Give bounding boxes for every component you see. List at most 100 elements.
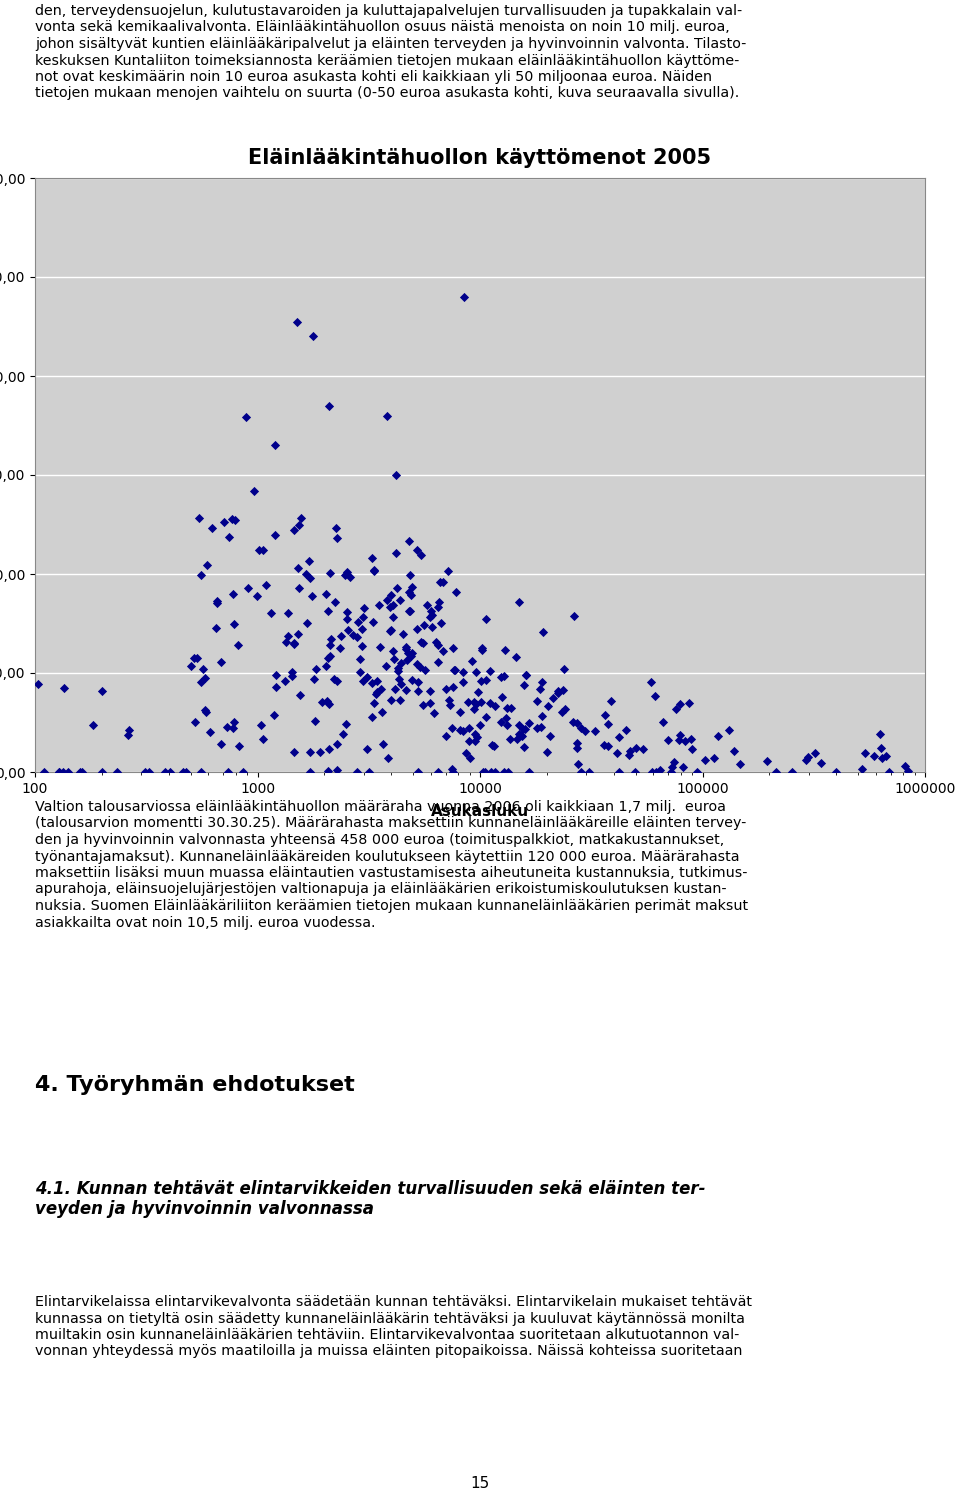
Point bbox=[439, 676, 454, 700]
Point bbox=[388, 676, 403, 700]
Point bbox=[319, 655, 334, 679]
Point bbox=[612, 761, 627, 785]
Point bbox=[413, 629, 428, 653]
Point bbox=[622, 742, 637, 767]
Point bbox=[403, 582, 419, 607]
Point bbox=[31, 673, 46, 697]
Point bbox=[430, 761, 445, 785]
Point bbox=[455, 659, 470, 684]
Point bbox=[446, 658, 462, 682]
Point bbox=[488, 761, 503, 785]
Point bbox=[452, 718, 468, 742]
Point bbox=[263, 601, 278, 625]
Point bbox=[231, 733, 247, 758]
Point bbox=[474, 637, 490, 661]
Point bbox=[382, 595, 397, 619]
Point bbox=[291, 576, 306, 601]
Point bbox=[472, 712, 488, 736]
Point bbox=[555, 700, 570, 724]
Point bbox=[529, 715, 544, 739]
Point bbox=[456, 718, 471, 742]
Point bbox=[569, 711, 585, 735]
Point bbox=[400, 641, 416, 665]
Point bbox=[393, 688, 408, 712]
Point bbox=[204, 516, 220, 540]
Point bbox=[672, 723, 687, 747]
Point bbox=[195, 656, 210, 681]
Point bbox=[364, 705, 379, 729]
Point bbox=[369, 681, 384, 705]
Point bbox=[496, 664, 512, 688]
Point bbox=[306, 667, 322, 691]
Point bbox=[362, 761, 377, 785]
Point bbox=[268, 662, 283, 687]
Point bbox=[340, 560, 355, 584]
Point bbox=[482, 691, 497, 715]
Point bbox=[335, 723, 350, 747]
Point bbox=[721, 718, 736, 742]
Point bbox=[470, 679, 486, 703]
Point bbox=[209, 589, 225, 613]
Point bbox=[461, 729, 476, 753]
Point bbox=[373, 678, 389, 702]
Point bbox=[828, 761, 844, 785]
Point bbox=[428, 629, 444, 653]
Point bbox=[307, 709, 323, 733]
Point bbox=[622, 738, 637, 762]
Point bbox=[374, 700, 390, 724]
Text: vonta sekä kemikaalivalvonta. Eläinlääkintähuollon osuus näistä menoista on noin: vonta sekä kemikaalivalvonta. Eläinlääki… bbox=[35, 21, 730, 35]
Point bbox=[328, 516, 344, 540]
Point bbox=[386, 647, 401, 672]
Point bbox=[635, 736, 650, 761]
Point bbox=[343, 564, 358, 589]
Point bbox=[596, 733, 612, 758]
Point bbox=[286, 631, 301, 655]
Point bbox=[542, 724, 558, 748]
Point bbox=[386, 593, 401, 617]
Point bbox=[468, 721, 483, 745]
Point bbox=[56, 761, 71, 785]
Point bbox=[444, 758, 459, 782]
Point bbox=[292, 682, 307, 706]
Point bbox=[399, 647, 415, 672]
Point bbox=[179, 761, 194, 785]
Point bbox=[186, 646, 202, 670]
Point bbox=[468, 661, 484, 685]
Point bbox=[460, 690, 475, 714]
Point bbox=[473, 668, 489, 693]
Point bbox=[732, 751, 748, 776]
Point bbox=[881, 759, 897, 783]
Point bbox=[222, 525, 237, 549]
Point bbox=[183, 655, 199, 679]
Point bbox=[157, 761, 173, 785]
Point bbox=[655, 709, 670, 733]
Point bbox=[329, 668, 345, 693]
Point bbox=[457, 285, 472, 309]
Text: muiltakin osin kunnaneläinlääkärien tehtäviin. Elintarvikevalvontaa suoritetaan : muiltakin osin kunnaneläinlääkärien teht… bbox=[35, 1328, 739, 1342]
Point bbox=[420, 593, 435, 617]
Point bbox=[628, 736, 643, 761]
Point bbox=[410, 679, 425, 703]
Point bbox=[189, 646, 204, 670]
Point bbox=[535, 703, 550, 727]
Text: den, terveydensuojelun, kulutustavaroiden ja kuluttajapalvelujen turvallisuuden : den, terveydensuojelun, kulutustavaroide… bbox=[35, 5, 742, 18]
Point bbox=[566, 604, 582, 628]
Point bbox=[448, 579, 464, 604]
Point bbox=[192, 506, 207, 530]
Point bbox=[321, 646, 336, 670]
Point bbox=[483, 659, 498, 684]
Point bbox=[52, 761, 67, 785]
Point bbox=[498, 706, 514, 730]
Point bbox=[404, 575, 420, 599]
Point bbox=[121, 718, 136, 742]
Point bbox=[510, 727, 525, 751]
Text: kunnassa on tietyltä osin säädetty kunnaneläinlääkärin tehtäväksi ja kuuluvat kä: kunnassa on tietyltä osin säädetty kunna… bbox=[35, 1311, 745, 1325]
Point bbox=[565, 709, 581, 733]
Point bbox=[301, 549, 317, 573]
Point bbox=[193, 759, 208, 783]
Text: veyden ja hyvinvoinnin valvonnassa: veyden ja hyvinvoinnin valvonnassa bbox=[35, 1200, 374, 1218]
Point bbox=[255, 727, 271, 751]
Point bbox=[366, 610, 381, 634]
Point bbox=[422, 679, 438, 703]
Point bbox=[577, 718, 592, 742]
